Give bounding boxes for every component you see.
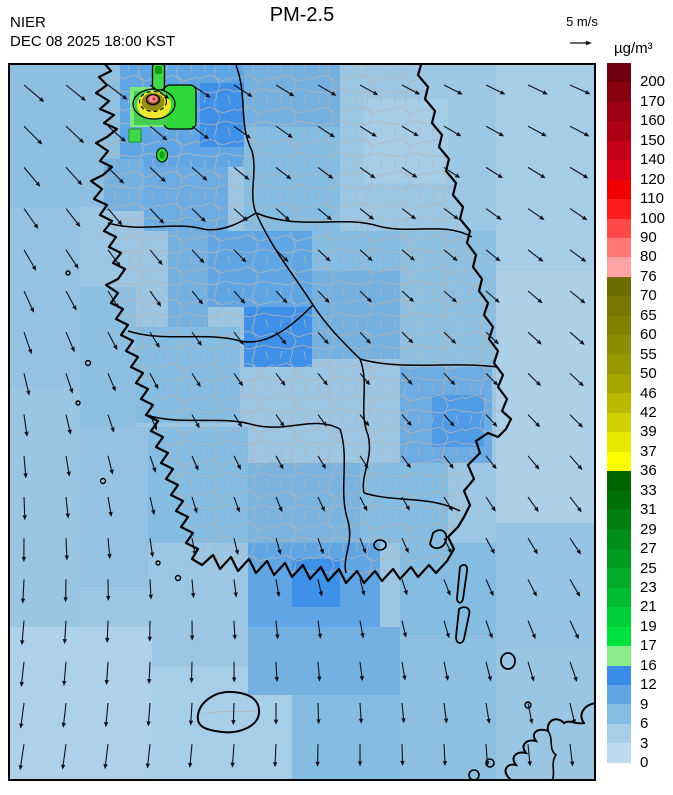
hotspot-contour-dashed [138, 90, 168, 113]
colorbar-label: 42 [640, 404, 657, 421]
colorbar: 200 170 160 150 140 120 110 100 90 80 76 70 65 60 55 50… [607, 63, 673, 771]
colorbar-label: 6 [640, 715, 649, 733]
colorbar-label: 65 [640, 306, 657, 324]
colorbar-segment [607, 218, 631, 238]
tsushima-island-north [456, 564, 469, 604]
colorbar-segment [607, 296, 631, 316]
colorbar-label: 19 [640, 617, 657, 635]
geoje-island [429, 529, 448, 550]
colorbar-label: 23 [640, 579, 657, 596]
colorbar-label: 150 [640, 131, 666, 149]
colorbar-segment [607, 587, 631, 608]
colorbar-label: 31 [640, 501, 657, 519]
colorbar-segment [607, 626, 631, 647]
colorbar-label: 76 [640, 267, 657, 285]
colorbar-label: 50 [640, 365, 657, 383]
hotspot-green-blob-core [159, 151, 165, 159]
iki-island [500, 652, 516, 670]
wind-arrows [18, 84, 591, 771]
colorbar-label: 29 [640, 520, 657, 538]
colorbar-segment [607, 121, 631, 141]
colorbar-segment [607, 646, 631, 666]
colorbar-label: 120 [640, 170, 666, 188]
hotspot-green-square [128, 128, 142, 143]
colorbar-segment [607, 335, 631, 355]
colorbar-segment [607, 140, 631, 161]
county-borders [91, 63, 511, 583]
colorbar-segment [607, 63, 631, 83]
colorbar-segment [607, 568, 631, 588]
colorbar-label: 37 [640, 442, 657, 460]
colorbar-label: 200 [640, 73, 666, 91]
colorbar-label: 25 [640, 559, 657, 577]
colorbar-segment [607, 471, 631, 491]
colorbar-label: 27 [640, 540, 657, 558]
agency-label: NIER [10, 14, 46, 31]
colorbar-label: 80 [640, 248, 657, 266]
colorbar-label: 160 [640, 112, 666, 130]
colorbar-label: 60 [640, 326, 657, 344]
unit-label: µg/m³ [614, 40, 653, 57]
colorbar-label: 140 [640, 151, 666, 169]
colorbar-segment [607, 276, 631, 297]
colorbar-segment [607, 160, 631, 180]
colorbar-label: 16 [640, 656, 657, 674]
map-border [8, 63, 596, 781]
colorbar-label: 70 [640, 287, 657, 305]
colorbar-label: 17 [640, 637, 657, 655]
colorbar-segment [607, 412, 631, 433]
hotspot-red-dot [152, 97, 156, 101]
colorbar-segment [607, 548, 631, 569]
colorbar-segments [607, 63, 631, 763]
wind-scale-arrow-icon [564, 36, 598, 54]
colorbar-segment [607, 685, 631, 705]
colorbar-label: 33 [640, 481, 657, 499]
pm25-hotspot [128, 63, 197, 163]
colorbar-segment [607, 257, 631, 277]
colorbar-label: 39 [640, 423, 657, 441]
colorbar-segment [607, 665, 631, 685]
colorbar-segment [607, 179, 631, 200]
colorbar-segment [607, 704, 631, 724]
colorbar-label: 170 [640, 92, 666, 110]
colorbar-segment [607, 199, 631, 219]
hotspot-strip-dark [155, 66, 162, 74]
colorbar-segment [607, 529, 631, 549]
colorbar-label: 46 [640, 384, 657, 402]
colorbar-segment [607, 101, 631, 122]
colorbar-segment [607, 490, 631, 511]
colorbar-segment [607, 432, 631, 452]
colorbar-segment [607, 393, 631, 413]
colorbar-label: 9 [640, 695, 649, 713]
islands [65, 270, 516, 734]
tsushima-island-south [455, 606, 471, 644]
colorbar-segment [607, 315, 631, 336]
wind-scale-label: 5 m/s [566, 14, 598, 29]
coastline-mainland [89, 63, 513, 585]
colorbar-segment [607, 607, 631, 627]
colorbar-label: 12 [640, 676, 657, 694]
colorbar-label: 110 [640, 190, 664, 208]
colorbar-label: 90 [640, 229, 657, 246]
colorbar-label: 3 [640, 734, 649, 752]
colorbar-segment [607, 374, 631, 394]
page-title: PM-2.5 [269, 4, 335, 26]
colorbar-segment [607, 743, 631, 763]
colorbar-label: 0 [640, 754, 649, 771]
colorbar-label: 100 [640, 209, 666, 227]
colorbar-segment [607, 82, 631, 102]
hotspot-contour-inner [145, 93, 161, 106]
pm25-map [8, 63, 596, 781]
colorbar-segment [607, 354, 631, 374]
colorbar-label: 21 [640, 598, 657, 616]
datetime-label: DEC 08 2025 18:00 KST [10, 33, 176, 50]
colorbar-segment [607, 451, 631, 472]
colorbar-label: 55 [640, 345, 657, 363]
map-canvas [8, 63, 596, 781]
colorbar-segment [607, 510, 631, 530]
colorbar-segment [607, 723, 631, 744]
jeju-island [196, 690, 261, 734]
colorbar-segment [607, 237, 631, 258]
colorbar-label: 36 [640, 462, 657, 480]
